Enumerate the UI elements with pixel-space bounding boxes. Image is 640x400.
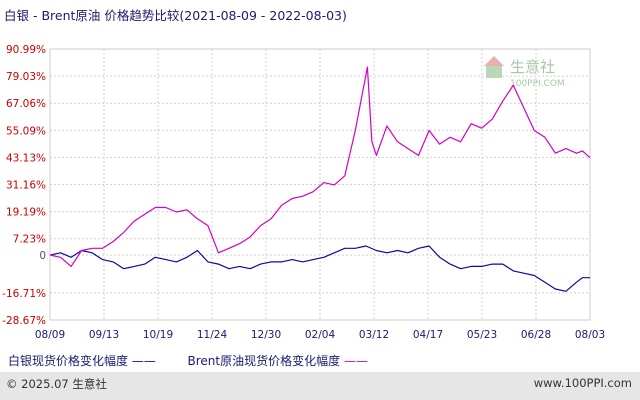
x-tick-label: 08/09 <box>35 329 65 341</box>
y-tick-label: 79.03% <box>6 71 46 83</box>
chart-legend: 白银现货价格变化幅度 —— Brent原油现货价格变化幅度 —— <box>8 352 368 369</box>
watermark-url: 100PPI.COM <box>510 79 565 89</box>
y-tick-label: 19.19% <box>6 207 46 219</box>
y-tick-label: -16.71% <box>2 288 46 300</box>
x-tick-label: 04/17 <box>413 329 443 341</box>
x-tick-label: 08/03 <box>575 329 605 341</box>
x-axis-labels: 08/09 09/13 10/19 11/24 12/30 02/04 03/12 04/17… <box>35 329 605 341</box>
y-tick-label: 67.06% <box>6 98 46 110</box>
chart-grid <box>49 48 591 321</box>
footer-site-link[interactable]: www.100PPI.com <box>533 376 632 390</box>
legend-silver-label: 白银现货价格变化幅度 <box>8 354 129 368</box>
watermark-house-body <box>486 66 502 78</box>
x-tick-label: 10/19 <box>143 329 173 341</box>
legend-silver-line: —— <box>131 354 156 368</box>
y-tick-label: 7.23% <box>13 234 46 246</box>
footer-bar <box>0 372 640 400</box>
footer-copyright: © 2025.07 生意社 <box>6 377 107 391</box>
x-tick-label: 11/24 <box>197 329 228 341</box>
brent-series-line <box>49 66 591 267</box>
y-tick-label: 55.09% <box>6 125 46 137</box>
y-tick-label: 0 <box>39 250 46 262</box>
x-tick-label: 12/30 <box>251 329 281 341</box>
x-tick-label: 09/13 <box>89 329 119 341</box>
watermark-house-icon <box>484 56 504 66</box>
y-axis-labels: 90.99% 79.03% 67.06% 55.09% 43.13% 31.16% 19.1… <box>2 44 46 327</box>
legend-brent-line: —— <box>343 354 368 368</box>
legend-brent-label: Brent原油现货价格变化幅度 <box>187 354 341 368</box>
x-tick-label: 06/28 <box>521 329 551 341</box>
x-tick-label: 05/23 <box>467 329 497 341</box>
y-tick-label: 90.99% <box>6 44 46 56</box>
trend-chart: 生意社 100PPI.COM 90.99% 79.03% 67.06% 55.09% 4… <box>2 44 605 341</box>
x-tick-label: 03/12 <box>359 329 389 341</box>
watermark-name: 生意社 <box>510 58 555 76</box>
chart-title: 白银 - Brent原油 价格趋势比较(2021-08-09 - 2022-08… <box>4 8 347 23</box>
y-tick-label: 43.13% <box>6 152 46 164</box>
x-tick-label: 02/04 <box>305 329 336 341</box>
y-tick-label: 31.16% <box>6 180 46 192</box>
series-lines <box>49 66 591 292</box>
watermark-logo: 生意社 100PPI.COM <box>484 56 565 89</box>
silver-series-line <box>49 245 590 292</box>
y-tick-label: -28.67% <box>2 315 46 327</box>
